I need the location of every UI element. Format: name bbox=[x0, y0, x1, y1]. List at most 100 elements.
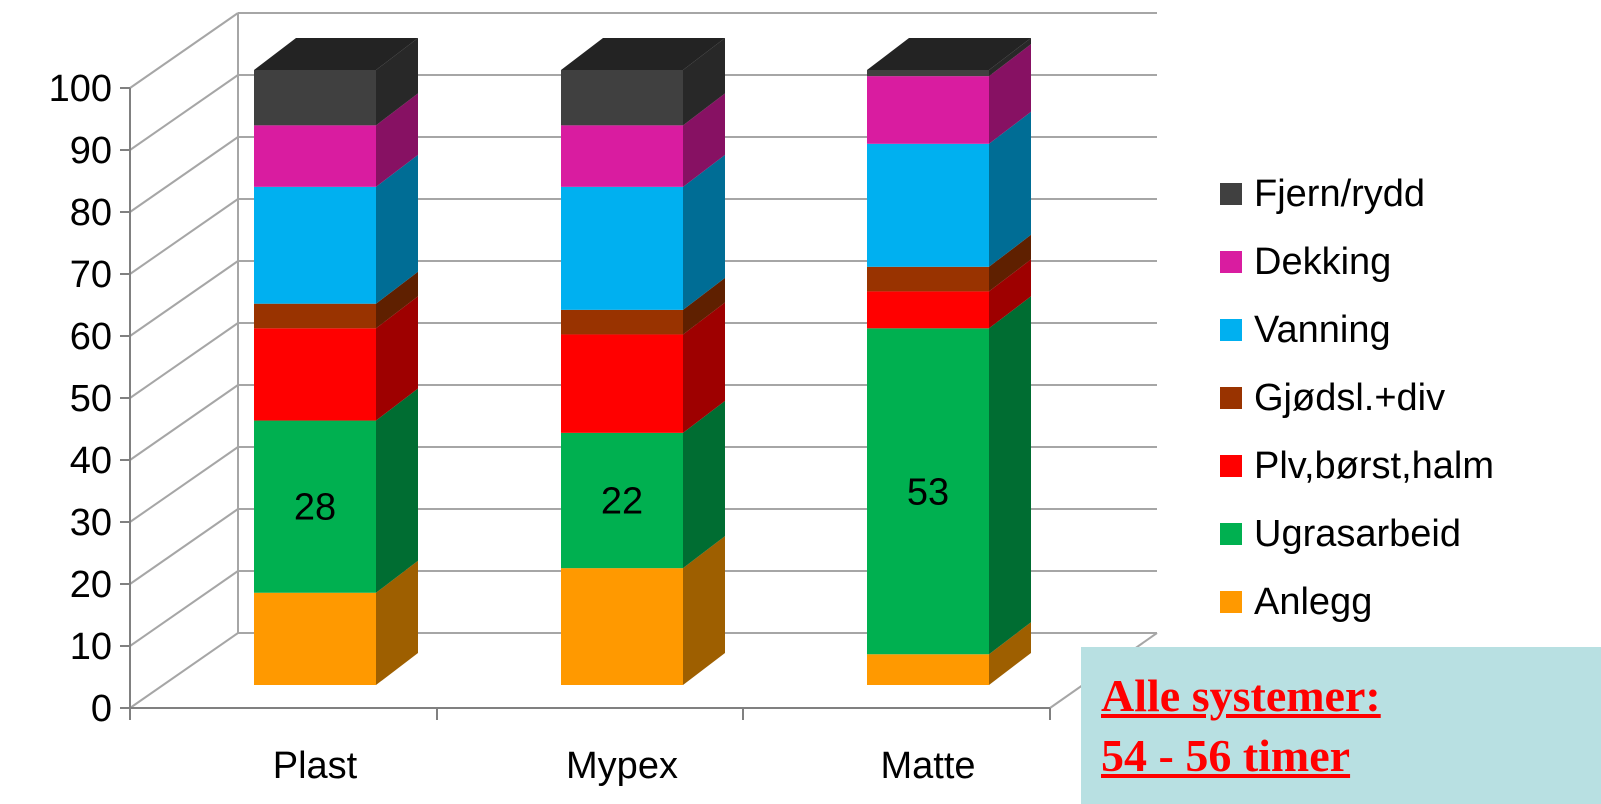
bar-side-Dekking bbox=[683, 93, 725, 187]
bar-segment-Anlegg bbox=[867, 654, 989, 685]
legend-item: Anlegg bbox=[1220, 568, 1590, 636]
bar-side-Anlegg bbox=[683, 536, 725, 685]
bar-segment-Fjern/rydd bbox=[561, 70, 683, 126]
bar-side-Ugrasarbeid bbox=[683, 400, 725, 569]
legend-item: Plv,børst,halm bbox=[1220, 432, 1590, 500]
legend-label: Gjødsl.+div bbox=[1254, 376, 1446, 419]
bar-segment-Gjødsl.+div bbox=[254, 303, 376, 329]
category-label: Mypex bbox=[566, 745, 678, 787]
bar-top-Fjern/rydd bbox=[561, 38, 725, 70]
bar-segment-Fjern/rydd bbox=[254, 70, 376, 126]
grid-diagonal bbox=[129, 508, 239, 585]
bar-side-Gjødsl.+div bbox=[683, 277, 725, 335]
legend-swatch bbox=[1220, 251, 1242, 273]
legend-label: Fjern/rydd bbox=[1254, 172, 1426, 215]
legend-label: Dekking bbox=[1254, 240, 1392, 283]
bar-segment-Dekking bbox=[561, 125, 683, 187]
legend-item: Fjern/rydd bbox=[1220, 160, 1590, 228]
bar-segment-Ugrasarbeid bbox=[254, 420, 376, 593]
bar-side-Ugrasarbeid bbox=[989, 296, 1031, 655]
legend-swatch bbox=[1220, 319, 1242, 341]
bar-segment-Dekking bbox=[867, 76, 989, 144]
legend-item: Vanning bbox=[1220, 296, 1590, 364]
y-tick-label: 0 bbox=[91, 688, 112, 730]
y-tick-label: 70 bbox=[70, 254, 112, 296]
bar-top-Fjern/rydd bbox=[254, 38, 418, 70]
y-tick-label: 90 bbox=[70, 130, 112, 172]
legend-swatch bbox=[1220, 591, 1242, 613]
bar-side-Vanning bbox=[683, 154, 725, 310]
summary-line-1: Alle systemer: bbox=[1101, 670, 1381, 721]
bar-side-Fjern/rydd bbox=[683, 38, 725, 126]
grid-diagonal bbox=[129, 198, 239, 275]
bar-side-Ugrasarbeid bbox=[376, 388, 418, 593]
data-label: 53 bbox=[907, 471, 949, 513]
bar-side-Fjern/rydd bbox=[376, 38, 418, 126]
chart-axes: 0 10 20 30 40 50 60 70 80 90 100 bbox=[49, 68, 1051, 730]
bar-side-Dekking bbox=[376, 93, 418, 187]
legend-label: Vanning bbox=[1254, 308, 1391, 351]
bar-segment-Plv,børst,halm bbox=[254, 328, 376, 421]
y-tick-label: 30 bbox=[70, 502, 112, 544]
y-tick-label: 10 bbox=[70, 626, 112, 668]
data-label: 22 bbox=[601, 481, 643, 523]
category-label: Matte bbox=[880, 745, 975, 787]
bar-segment-Dekking bbox=[254, 125, 376, 187]
bar-side-Dekking bbox=[989, 44, 1031, 144]
bar-segment-Gjødsl.+div bbox=[867, 266, 989, 292]
y-tick-label: 40 bbox=[70, 440, 112, 482]
chart-legend: Fjern/rydd Dekking Vanning Gjødsl.+div Plv,b… bbox=[1220, 160, 1590, 636]
bar-segment-Vanning bbox=[254, 186, 376, 304]
bar-segment-Anlegg bbox=[254, 592, 376, 685]
legend-item: Ugrasarbeid bbox=[1220, 500, 1590, 568]
summary-callout: Alle systemer: 54 - 56 timer bbox=[1081, 647, 1601, 804]
grid-diagonal bbox=[129, 446, 239, 523]
grid-diagonal bbox=[129, 12, 239, 89]
summary-line-2: 54 - 56 timer bbox=[1101, 730, 1351, 781]
grid-diagonal bbox=[129, 260, 239, 337]
bar-side-Vanning bbox=[376, 154, 418, 304]
bar-segment-Ugrasarbeid bbox=[867, 328, 989, 655]
bar-top-Fjern/rydd bbox=[867, 38, 1031, 70]
y-tick-label: 50 bbox=[70, 378, 112, 420]
y-tick-label: 80 bbox=[70, 192, 112, 234]
bar-side-Plv,børst,halm bbox=[683, 302, 725, 433]
chart-bars bbox=[254, 38, 1031, 685]
grid-diagonal bbox=[129, 136, 239, 213]
legend-item: Dekking bbox=[1220, 228, 1590, 296]
data-label: 28 bbox=[294, 487, 336, 529]
y-tick-label: 100 bbox=[49, 68, 112, 110]
bar-side-Anlegg bbox=[376, 560, 418, 685]
bar-segment-Fjern/rydd bbox=[867, 70, 989, 77]
legend-swatch bbox=[1220, 183, 1242, 205]
bar-side-Anlegg bbox=[989, 622, 1031, 685]
legend-swatch bbox=[1220, 387, 1242, 409]
y-tick-label: 20 bbox=[70, 564, 112, 606]
bar-side-Fjern/rydd bbox=[989, 38, 1031, 77]
bar-side-Gjødsl.+div bbox=[989, 234, 1031, 292]
bar-side-Plv,børst,halm bbox=[989, 259, 1031, 329]
legend-swatch bbox=[1220, 455, 1242, 477]
bar-segment-Ugrasarbeid bbox=[561, 432, 683, 569]
bar-segment-Vanning bbox=[867, 143, 989, 267]
y-tick-label: 60 bbox=[70, 316, 112, 358]
grid-diagonal bbox=[129, 384, 239, 461]
bar-segment-Anlegg bbox=[561, 568, 683, 685]
legend-label: Plv,børst,halm bbox=[1254, 444, 1495, 487]
chart-labels: 28 Plast 22 Mypex 53 Matte bbox=[273, 471, 976, 787]
bar-segment-Plv,børst,halm bbox=[867, 291, 989, 329]
bar-segment-Gjødsl.+div bbox=[561, 309, 683, 335]
legend-label: Ugrasarbeid bbox=[1254, 512, 1461, 555]
bar-segment-Vanning bbox=[561, 186, 683, 310]
grid-diagonal bbox=[129, 632, 239, 709]
bar-side-Plv,børst,halm bbox=[376, 296, 418, 421]
bar-side-Vanning bbox=[989, 111, 1031, 267]
legend-item: Gjødsl.+div bbox=[1220, 364, 1590, 432]
grid-diagonal bbox=[129, 74, 239, 151]
grid-diagonal bbox=[129, 322, 239, 399]
legend-swatch bbox=[1220, 523, 1242, 545]
category-label: Plast bbox=[273, 745, 358, 787]
grid-diagonal bbox=[129, 570, 239, 647]
bar-segment-Plv,børst,halm bbox=[561, 334, 683, 433]
